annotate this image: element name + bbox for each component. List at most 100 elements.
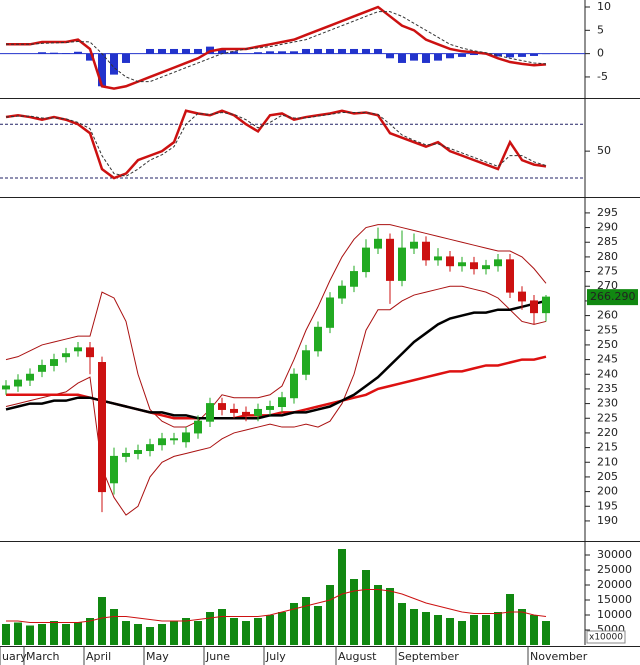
volume-bar [290,603,298,645]
volume-bar [362,570,370,645]
x-tick-label: March [26,650,60,663]
histogram-bar [410,53,418,61]
candle-body [482,265,490,270]
candle-body [542,296,550,314]
histogram-bar [374,48,382,54]
candle-body [122,452,130,457]
volume-bar [98,597,106,645]
volume-bar [62,624,70,645]
candle-body [206,403,214,422]
y-tick-label: 0 [597,47,604,60]
histogram-bar [434,53,442,61]
histogram-bar [266,51,274,54]
volume-bar [326,585,334,645]
candle-body [494,259,502,267]
candle-body [266,406,274,410]
candle-body [14,379,22,387]
histogram-bar [182,48,190,54]
y-tick-label: 250 [597,338,618,351]
histogram-bar [338,48,346,54]
candle-body [38,364,46,372]
overlay-line [5,285,547,516]
volume-bar [482,615,490,645]
volume-bar [422,612,430,645]
y-tick-label: 5 [597,23,604,36]
y-tick-label: 20000 [597,578,632,591]
volume-bar [542,621,550,645]
volume-bar [302,597,310,645]
last-price-box [587,289,638,306]
y-tick-label: 235 [597,382,618,395]
candle-body [194,420,202,434]
candle-body [86,347,94,358]
volume-bar [266,615,274,645]
indicator-line [5,112,547,177]
candle-body [326,297,334,328]
y-tick-label: 15000 [597,593,632,606]
y-tick-label: 260 [597,309,618,322]
volume-bar [230,618,238,645]
volume-bar [14,622,22,645]
histogram-bar [158,48,166,54]
histogram-bar [98,53,106,87]
candle-body [398,247,406,281]
volume-bar [206,612,214,645]
candle-body [218,403,226,410]
x-tick-label: June [205,650,230,663]
x-tick-label: uary [2,650,27,663]
x-tick-label: November [530,650,588,663]
volume-bar [194,621,202,645]
y-tick-label: 220 [597,426,618,439]
histogram-bar [422,53,430,63]
volume-bar [458,621,466,645]
y-tick-label: 190 [597,514,618,527]
volume-bar [434,615,442,645]
indicator-line [6,5,547,90]
volume-bar [74,622,82,645]
y-tick-label: 30000 [597,548,632,561]
volume-bar [494,612,502,645]
volume-bar [146,627,154,645]
volume-bar [182,618,190,645]
y-tick-label: 230 [597,397,618,410]
histogram-bar [218,48,226,54]
volume-bar [530,615,538,645]
histogram-bar [446,53,454,59]
x-tick-label: August [338,650,377,663]
histogram-bar [122,53,130,63]
y-tick-label: 270 [597,279,618,292]
volume-bar [386,588,394,645]
candle-body [290,373,298,399]
volume-bar [506,594,514,645]
histogram-bar [350,48,358,54]
x-tick-label: May [146,650,169,663]
volume-bar [350,579,358,645]
histogram-bar [254,52,262,54]
histogram-bar [470,53,478,56]
candle-body [254,408,262,416]
x-tick-label: September [398,650,459,663]
y-tick-label: 290 [597,221,618,234]
histogram-bar [170,48,178,54]
candle-body [422,241,430,261]
candle-body [314,326,322,352]
candle-body [470,262,478,270]
candle-body [182,432,190,443]
volume-bar [122,621,130,645]
candle-body [458,262,466,267]
volume-bar [158,624,166,645]
y-tick-label: 215 [597,441,618,454]
histogram-bar [146,48,154,54]
volume-bar [254,618,262,645]
candle-body [374,238,382,249]
candle-body [302,350,310,375]
volume-bar [338,549,346,645]
y-tick-label: 210 [597,455,618,468]
indicator-line [5,109,547,180]
volume-bar [134,624,142,645]
histogram-bar [506,53,514,58]
volume-bar [398,603,406,645]
y-tick-label: 285 [597,235,618,248]
histogram-bar [230,51,238,54]
